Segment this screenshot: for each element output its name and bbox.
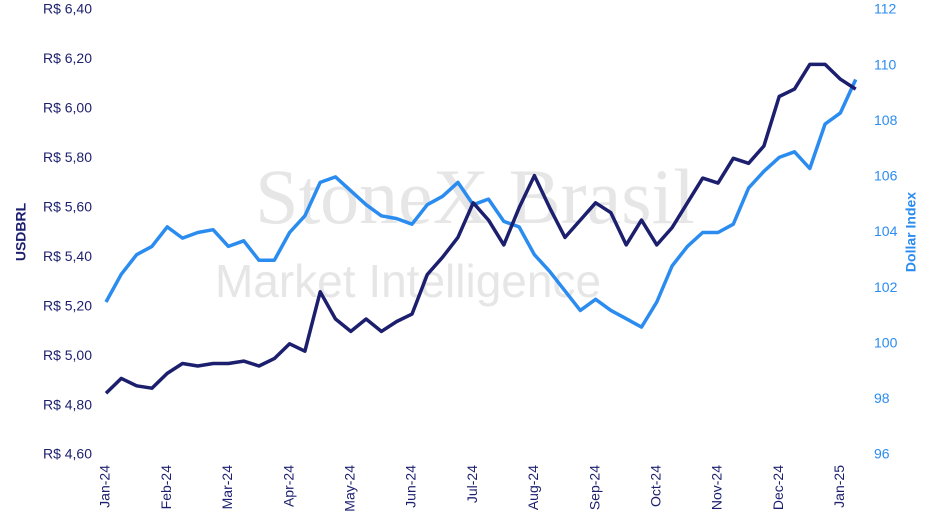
x-tick-label: Aug-24 (525, 465, 541, 510)
y2-tick-label: 112 (874, 1, 897, 17)
x-tick-label: Jul-24 (464, 465, 480, 503)
y2-tick-label: 108 (874, 112, 898, 128)
y-tick-label: R$ 6,20 (43, 50, 92, 66)
y-tick-label: R$ 5,00 (43, 347, 92, 363)
y-tick-label: R$ 4,60 (43, 446, 92, 462)
y-tick-label: R$ 5,40 (43, 248, 92, 264)
x-tick-label: Feb-24 (158, 465, 174, 510)
y-tick-label: R$ 5,60 (43, 198, 92, 214)
x-tick-label: Jun-24 (403, 465, 419, 508)
y-tick-label: R$ 6,40 (43, 1, 92, 17)
x-tick-label: Jan-25 (831, 465, 847, 508)
y-axis-title: USDBRL (13, 202, 29, 261)
x-tick-label: Sep-24 (586, 465, 602, 510)
watermark: Market Intelligence (215, 255, 601, 307)
y2-axis-title: Dollar Index (903, 192, 919, 272)
y-tick-label: R$ 6,00 (43, 100, 92, 116)
y2-tick-label: 96 (874, 446, 890, 462)
y-tick-label: R$ 5,20 (43, 297, 92, 313)
watermark: StoneX Brasil (255, 153, 695, 240)
x-tick-label: Dec-24 (770, 465, 786, 510)
x-tick-label: Nov-24 (709, 465, 725, 510)
y2-tick-label: 100 (874, 334, 898, 350)
x-tick-label: Mar-24 (219, 465, 235, 510)
y2-tick-label: 106 (874, 168, 898, 184)
y-tick-label: R$ 5,80 (43, 149, 92, 165)
y2-tick-label: 104 (874, 223, 898, 239)
x-tick-label: Apr-24 (280, 465, 296, 507)
y-tick-label: R$ 4,80 (43, 396, 92, 412)
x-tick-label: Jan-24 (97, 465, 113, 508)
x-tick-label: Oct-24 (648, 465, 664, 507)
y2-tick-label: 98 (874, 390, 890, 406)
y2-tick-label: 110 (874, 56, 897, 72)
line-series (104, 62, 857, 395)
y2-tick-label: 102 (874, 279, 898, 295)
line-series (104, 78, 858, 329)
x-tick-label: May-24 (342, 465, 358, 512)
